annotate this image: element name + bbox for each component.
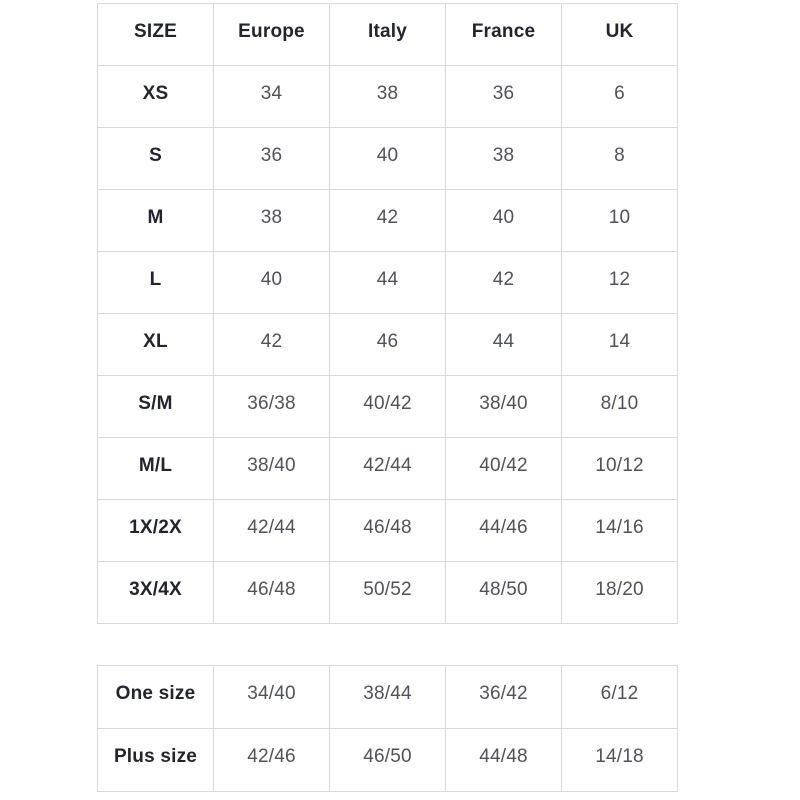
table-row: S/M 36/38 40/42 38/40 8/10 [97,375,678,438]
table-row: S 36 40 38 8 [97,127,678,190]
value-cell: 34/40 [213,665,330,729]
value-cell: 42/44 [329,437,446,500]
header-row: SIZE Europe Italy France UK [97,3,678,66]
row-label-cell: L [97,251,214,314]
table-row: Plus size 42/46 46/50 44/48 14/18 [97,728,678,792]
value-cell: 14/16 [561,499,678,562]
value-cell: 46/48 [329,499,446,562]
value-cell: 10 [561,189,678,252]
value-cell: 8/10 [561,375,678,438]
value-cell: 36 [213,127,330,190]
value-cell: 42 [213,313,330,376]
row-label-cell: M/L [97,437,214,500]
table-row: M 38 42 40 10 [97,189,678,252]
value-cell: 40 [329,127,446,190]
size-conversion-table-header: SIZE Europe Italy France UK [97,3,678,66]
table-row: L 40 44 42 12 [97,251,678,314]
value-cell: 40/42 [329,375,446,438]
table-row: 3X/4X 46/48 50/52 48/50 18/20 [97,561,678,624]
value-cell: 46 [329,313,446,376]
value-cell: 46/48 [213,561,330,624]
value-cell: 38 [329,65,446,128]
value-cell: 44 [445,313,562,376]
column-header: UK [561,3,678,66]
value-cell: 18/20 [561,561,678,624]
value-cell: 36 [445,65,562,128]
value-cell: 8 [561,127,678,190]
value-cell: 44 [329,251,446,314]
value-cell: 12 [561,251,678,314]
size-conversion-table-body: XS 34 38 36 6 S 36 40 38 8 M 38 42 40 10 L 40 44 42 12 XL 42 4… [97,65,678,624]
value-cell: 36/42 [445,665,562,729]
size-conversion-table: SIZE Europe Italy France UK XS 34 38 36 6 S 36 40 38… [97,3,678,624]
row-label-cell: M [97,189,214,252]
column-header: Italy [329,3,446,66]
table-row: One size 34/40 38/44 36/42 6/12 [97,665,678,729]
value-cell: 40 [213,251,330,314]
value-cell: 38 [445,127,562,190]
table-row: XL 42 46 44 14 [97,313,678,376]
row-label-cell: XL [97,313,214,376]
row-label-cell: XS [97,65,214,128]
value-cell: 42 [329,189,446,252]
value-cell: 34 [213,65,330,128]
value-cell: 6 [561,65,678,128]
value-cell: 6/12 [561,665,678,729]
value-cell: 44/46 [445,499,562,562]
table-row: XS 34 38 36 6 [97,65,678,128]
value-cell: 38/40 [213,437,330,500]
value-cell: 14/18 [561,728,678,792]
value-cell: 50/52 [329,561,446,624]
special-size-table: One size 34/40 38/44 36/42 6/12 Plus size 42/4… [97,665,678,792]
row-label-cell: 1X/2X [97,499,214,562]
column-header: France [445,3,562,66]
value-cell: 38/44 [329,665,446,729]
value-cell: 36/38 [213,375,330,438]
row-label-cell: Plus size [97,728,214,792]
value-cell: 38/40 [445,375,562,438]
value-cell: 42/44 [213,499,330,562]
value-cell: 10/12 [561,437,678,500]
value-cell: 46/50 [329,728,446,792]
value-cell: 48/50 [445,561,562,624]
value-cell: 40 [445,189,562,252]
row-label-cell: S [97,127,214,190]
value-cell: 14 [561,313,678,376]
row-label-cell: 3X/4X [97,561,214,624]
table-row: M/L 38/40 42/44 40/42 10/12 [97,437,678,500]
special-size-table-body: One size 34/40 38/44 36/42 6/12 Plus size 42/4… [97,665,678,792]
value-cell: 44/48 [445,728,562,792]
column-header: SIZE [97,3,214,66]
value-cell: 42 [445,251,562,314]
value-cell: 40/42 [445,437,562,500]
value-cell: 42/46 [213,728,330,792]
column-header: Europe [213,3,330,66]
value-cell: 38 [213,189,330,252]
row-label-cell: S/M [97,375,214,438]
table-row: 1X/2X 42/44 46/48 44/46 14/16 [97,499,678,562]
row-label-cell: One size [97,665,214,729]
